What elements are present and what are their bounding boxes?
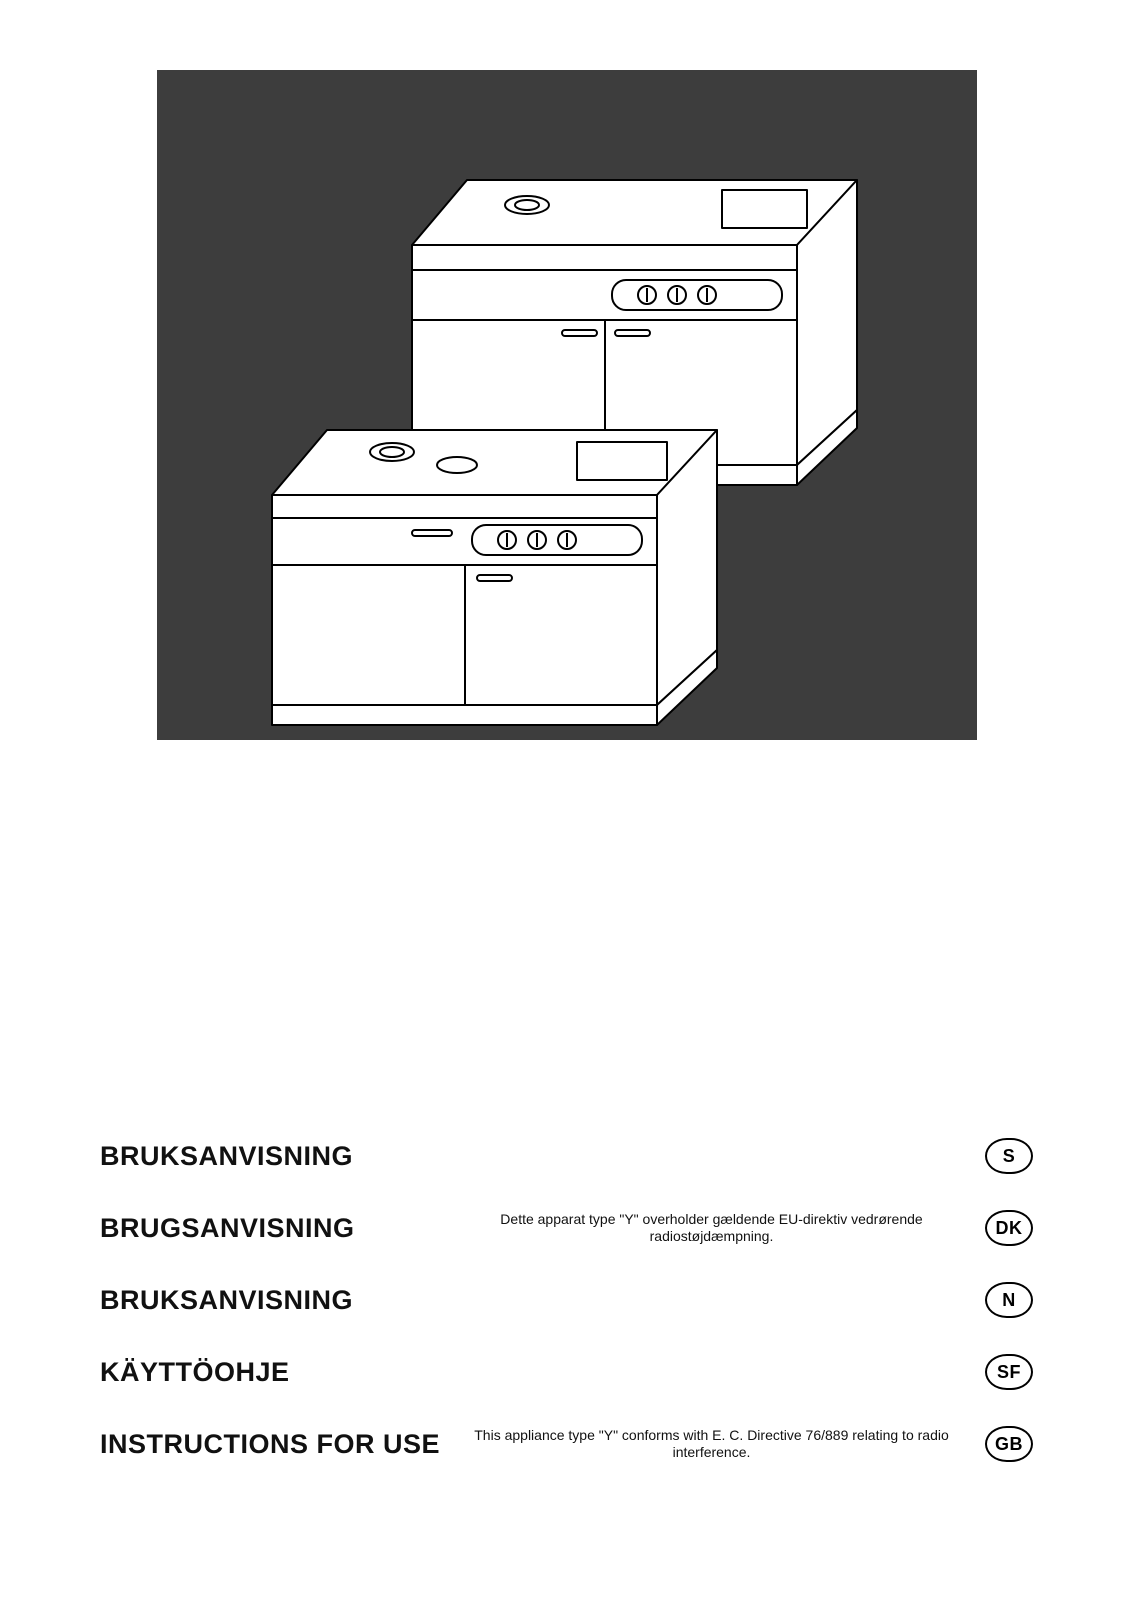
country-badge-gb: GB [985,1426,1033,1462]
lang-badge-wrap: GB [973,1426,1033,1462]
lang-note: This appliance type "Y" conforms with E.… [460,1427,973,1462]
stove-illustration [157,70,977,740]
language-list: BRUKSANVISNING S BRUGSANVISNING Dette ap… [100,1120,1033,1480]
lang-title: BRUGSANVISNING [100,1213,460,1244]
language-row: BRUGSANVISNING Dette apparat type "Y" ov… [100,1192,1033,1264]
lang-title: BRUKSANVISNING [100,1285,460,1316]
language-row: BRUKSANVISNING S [100,1120,1033,1192]
language-row: BRUKSANVISNING N [100,1264,1033,1336]
country-badge-sf: SF [985,1354,1033,1390]
country-badge-s: S [985,1138,1033,1174]
country-badge-n: N [985,1282,1033,1318]
language-row: INSTRUCTIONS FOR USE This appliance type… [100,1408,1033,1480]
page: BRUKSANVISNING S BRUGSANVISNING Dette ap… [0,0,1133,1600]
lang-badge-wrap: DK [973,1210,1033,1246]
lang-title: INSTRUCTIONS FOR USE [100,1429,460,1460]
lang-badge-wrap: SF [973,1354,1033,1390]
lang-title: KÄYTTÖOHJE [100,1357,460,1388]
lang-badge-wrap: N [973,1282,1033,1318]
country-badge-dk: DK [985,1210,1033,1246]
lang-title: BRUKSANVISNING [100,1141,460,1172]
product-photo [157,70,977,740]
lang-note: Dette apparat type "Y" overholder gælden… [460,1211,973,1246]
language-row: KÄYTTÖOHJE SF [100,1336,1033,1408]
lang-badge-wrap: S [973,1138,1033,1174]
